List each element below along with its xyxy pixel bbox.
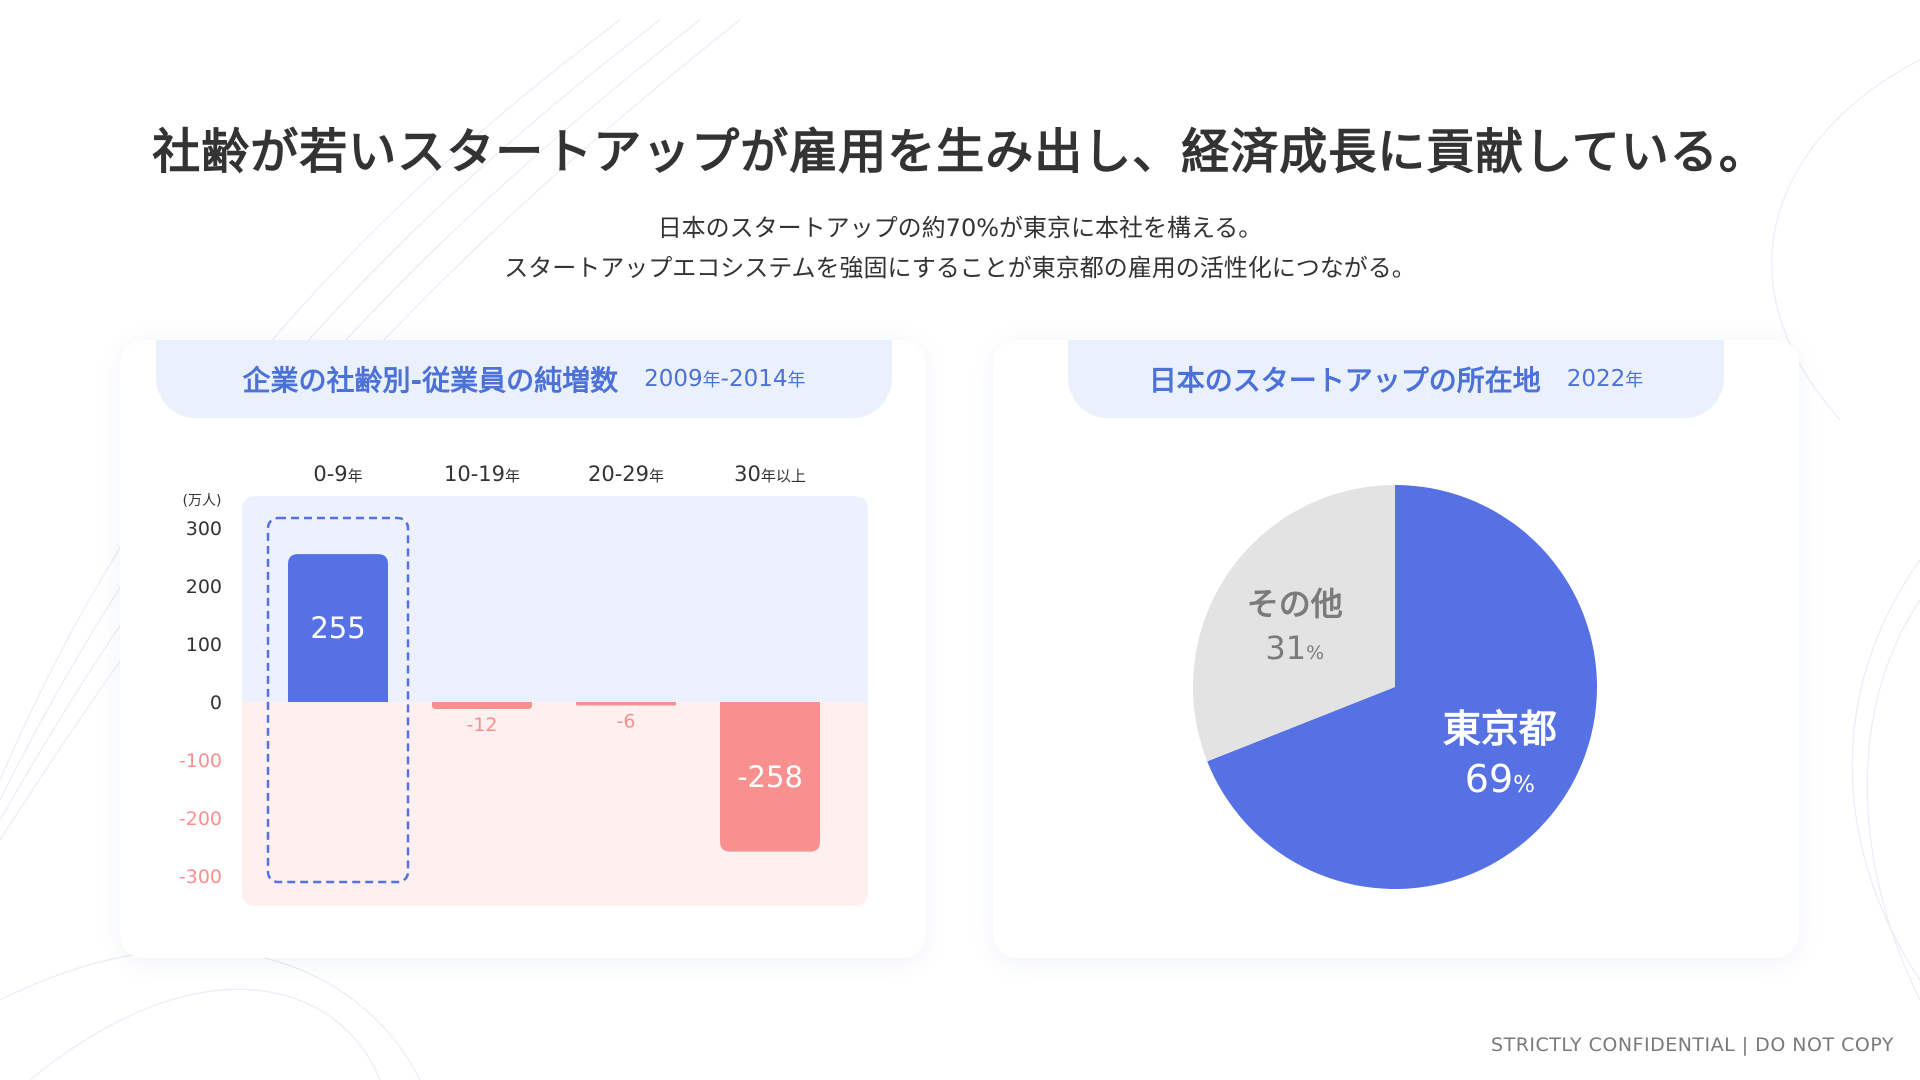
- pie-chart-year: 2022年: [1566, 366, 1644, 392]
- subtitle-line-2: スタートアップエコシステムを強固にすることが東京都の雇用の活性化につながる。: [504, 254, 1416, 282]
- y-axis-unit-label: (万人): [183, 493, 222, 509]
- bar-chart: (万人) 300 200 100 0 -100 -200 -300 0-9年 255 10-19年 -…: [179, 462, 868, 906]
- pie-chart-card: 日本のスタートアップの所在地 2022年 東京都 69% その他 31%: [993, 340, 1799, 958]
- y-tick-label: 0: [210, 692, 222, 714]
- bar-chart-title: 企業の社齢別-従業員の純増数: [242, 364, 619, 397]
- bar-value-label: -12: [466, 714, 497, 736]
- bar: [432, 702, 532, 709]
- bar: [720, 702, 820, 852]
- bar: [288, 554, 388, 702]
- x-category-label: 30年以上: [734, 462, 806, 486]
- pie-slice-value: 31%: [1265, 629, 1324, 667]
- x-category-label: 20-29年: [588, 462, 664, 486]
- positive-region: [242, 496, 868, 702]
- pie-chart: 東京都 69% その他 31%: [1193, 485, 1597, 889]
- y-tick-label: 200: [186, 576, 222, 598]
- bar-chart-card: 企業の社齢別-従業員の純増数 2009年-2014年 (万人) 300 200 100…: [120, 340, 926, 958]
- bar-chart-header: 企業の社齢別-従業員の純増数 2009年-2014年: [156, 340, 892, 418]
- pie-slice-label: 東京都: [1443, 707, 1557, 751]
- bar-value-label: -258: [737, 760, 803, 794]
- pie-chart-header: 日本のスタートアップの所在地 2022年: [1068, 340, 1724, 418]
- y-tick-label: 300: [186, 518, 222, 540]
- pie-slice: [1207, 485, 1597, 889]
- highlight-box: [266, 516, 410, 884]
- negative-region: [242, 702, 868, 906]
- confidential-footer: STRICTLY CONFIDENTIAL | DO NOT COPY: [1491, 1034, 1894, 1056]
- x-category-label: 10-19年: [444, 462, 520, 486]
- page-title: 社齢が若いスタートアップが雇用を生み出し、経済成長に貢献している。: [152, 124, 1768, 180]
- pie-slice: [1193, 485, 1395, 762]
- y-tick-label: -200: [179, 808, 222, 830]
- bar-value-label: -6: [617, 710, 636, 732]
- page-subtitle: 日本のスタートアップの約70%が東京に本社を構える。 スタートアップエコシステム…: [0, 208, 1920, 288]
- pie-slice-value: 69%: [1465, 757, 1535, 801]
- bar-value-label: 255: [310, 611, 365, 645]
- y-tick-label: -300: [179, 866, 222, 888]
- y-tick-label: 100: [186, 634, 222, 656]
- bar-chart-year-range: 2009年-2014年: [644, 366, 806, 392]
- y-tick-label: -100: [179, 750, 222, 772]
- bar: [576, 702, 676, 706]
- x-category-label: 0-9年: [313, 462, 362, 486]
- pie-chart-title: 日本のスタートアップの所在地: [1148, 364, 1541, 397]
- pie-slice-label: その他: [1247, 585, 1343, 623]
- subtitle-line-1: 日本のスタートアップの約70%が東京に本社を構える。: [657, 214, 1263, 242]
